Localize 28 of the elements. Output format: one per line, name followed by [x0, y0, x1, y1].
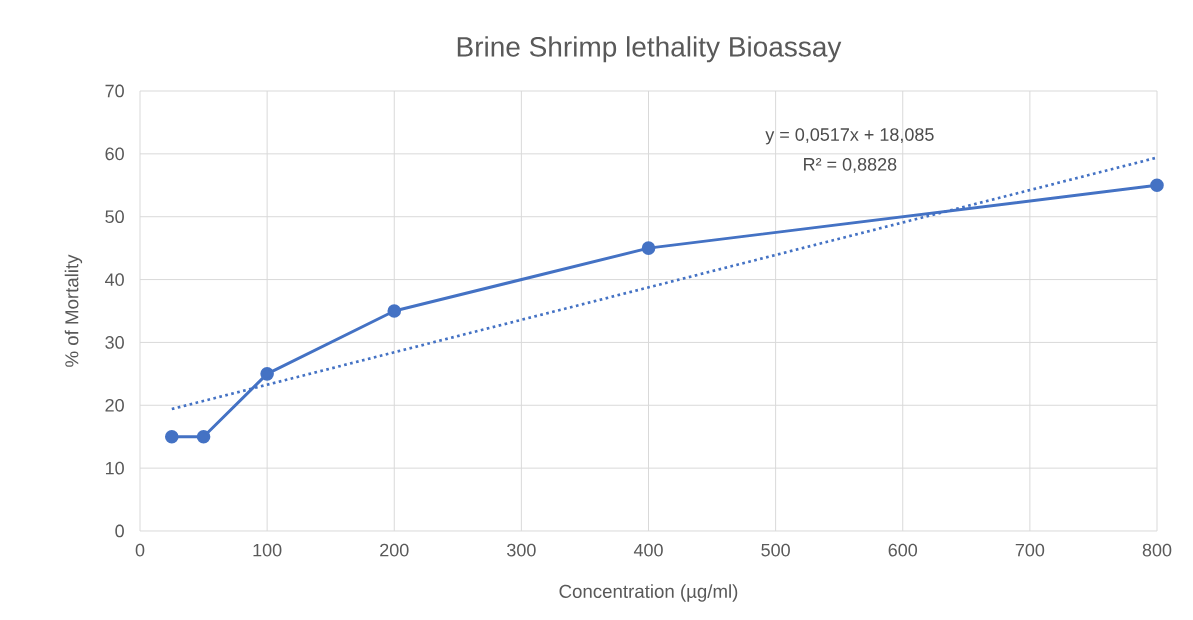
- y-tick-label: 20: [105, 398, 124, 412]
- chart-title: Brine Shrimp lethality Bioassay: [457, 36, 842, 63]
- y-tick-label: 0: [115, 524, 124, 538]
- point: [260, 367, 274, 381]
- point: [387, 304, 402, 318]
- y-tick-label: 60: [105, 147, 124, 161]
- annotation: y = 0,0517x + 18,085: [765, 128, 934, 145]
- y-tick-label: 30: [105, 336, 124, 349]
- x-tick-label: 600: [888, 543, 918, 557]
- x-tick-label: 300: [507, 543, 536, 557]
- x-tick-label: 100: [253, 543, 282, 557]
- y-tick-label: 50: [105, 210, 124, 224]
- x-tick-label: 500: [761, 543, 790, 557]
- x-tick-label: 200: [380, 543, 409, 557]
- point: [164, 429, 179, 444]
- y-tick-label: 70: [105, 84, 124, 98]
- x-axis-title: Concentration (µg/ml): [559, 584, 738, 602]
- point: [196, 429, 211, 444]
- y-axis-title: % of Mortality: [64, 254, 83, 367]
- x-tick-label: 0: [135, 543, 145, 557]
- annotation: R² = 0,8828: [804, 157, 897, 173]
- y-tick-label: 40: [105, 273, 124, 286]
- point: [641, 241, 656, 255]
- x-tick-label: 400: [633, 543, 663, 557]
- y-tick-label: 10: [105, 461, 124, 475]
- x-tick-label: 700: [1015, 543, 1045, 557]
- point: [1150, 178, 1164, 193]
- x-tick-label: 800: [1142, 543, 1172, 557]
